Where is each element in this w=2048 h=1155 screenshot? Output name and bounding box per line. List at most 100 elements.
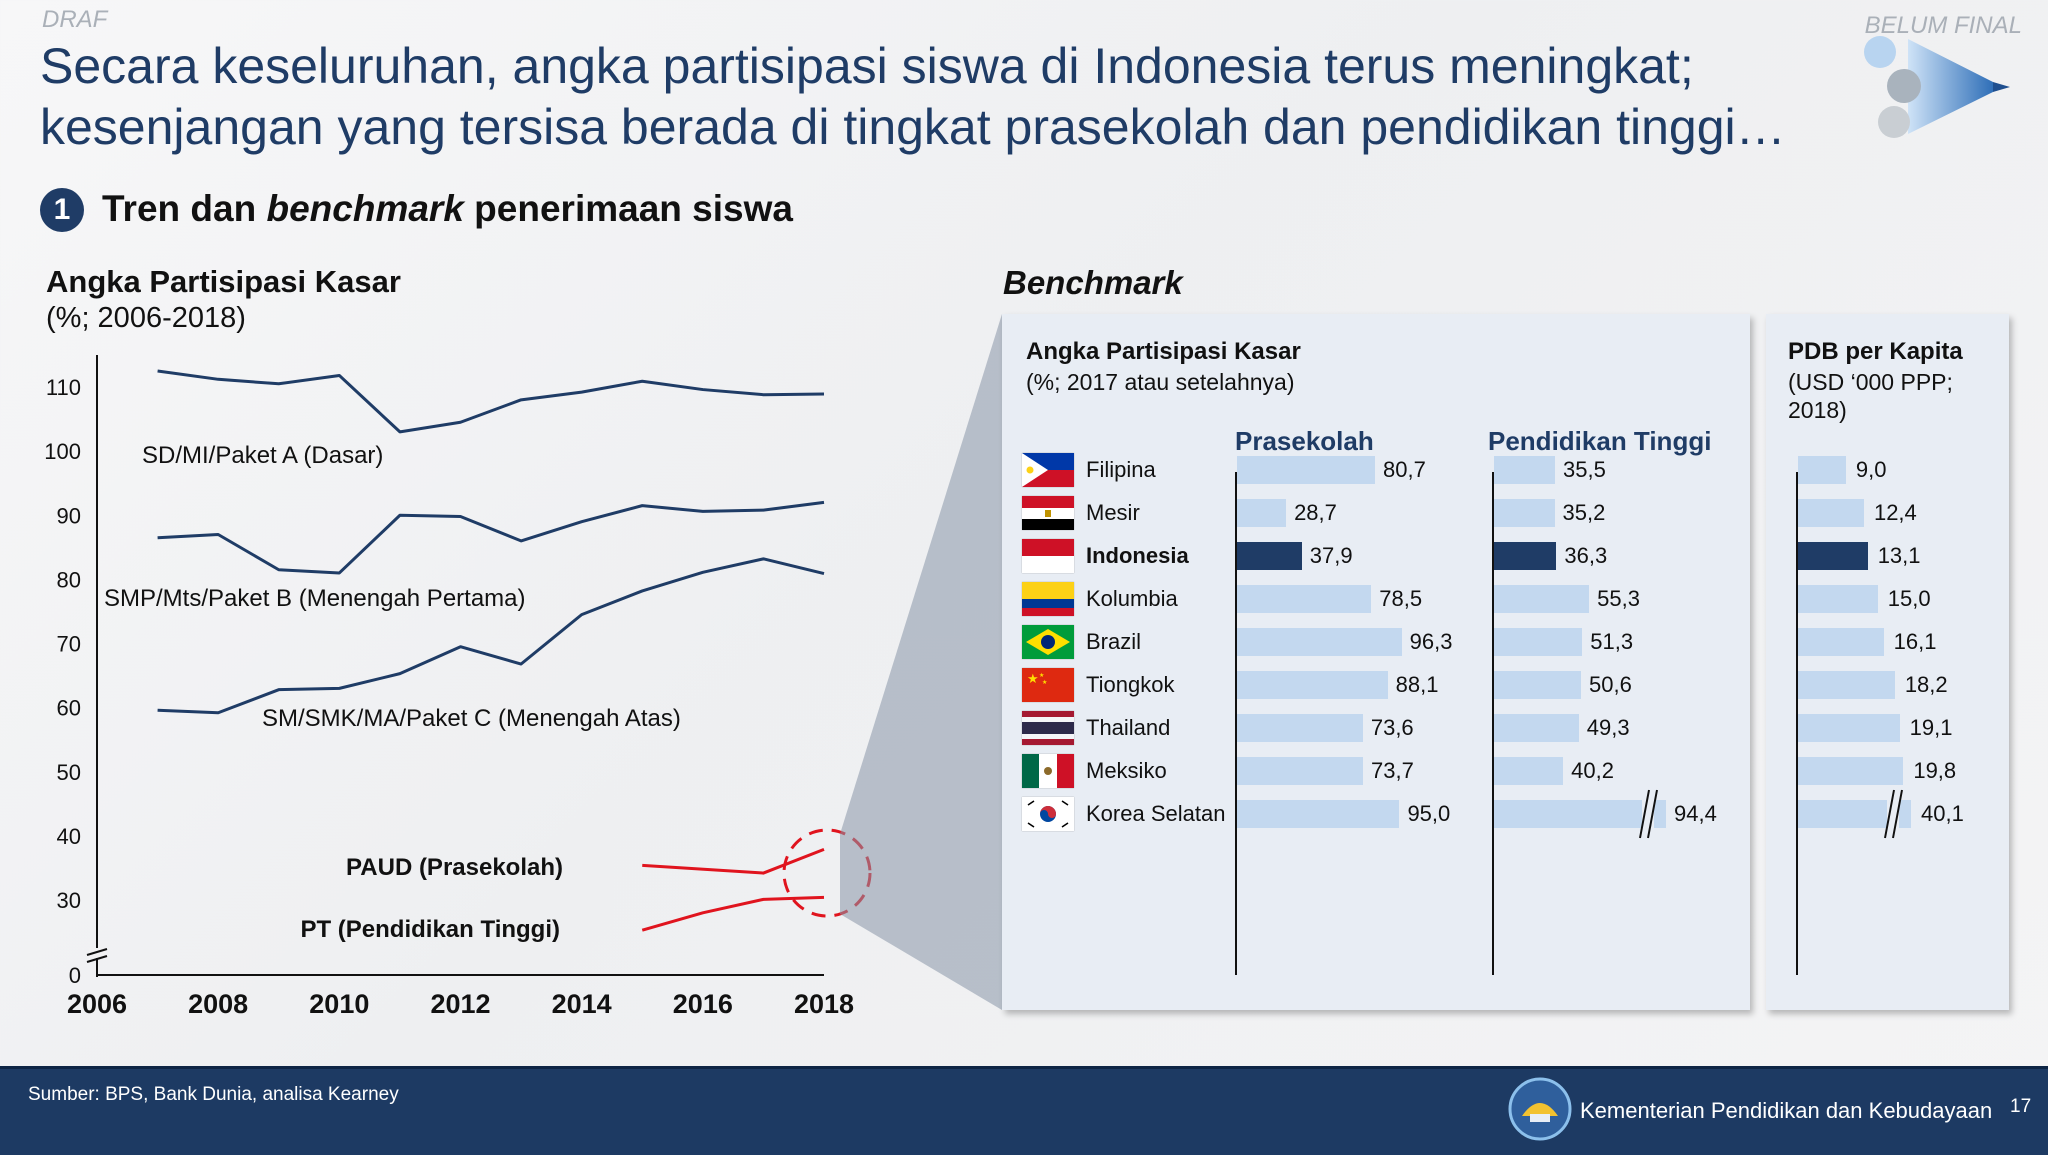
higher-ed-value-label: 35,2: [1562, 500, 1606, 525]
series-line: [641, 895, 825, 932]
axis-break-mark: [86, 955, 108, 963]
higher-ed-bar: [1494, 499, 1555, 527]
china-flag-icon: ★ ★ ★: [1022, 668, 1074, 702]
y-tick-label: 60: [57, 696, 81, 721]
series-label: SD/MI/Paket A (Dasar): [142, 442, 383, 469]
thailand-flag-icon: [1022, 711, 1074, 745]
gdp-value-label: 15,0: [1887, 586, 1931, 611]
axis-break-mark: [86, 948, 108, 956]
section-title-post: penerimaan siswa: [463, 188, 793, 229]
preschool-value-label: 96,3: [1409, 629, 1453, 654]
country-label: Kolumbia: [1086, 586, 1178, 611]
series-label: SM/SMK/MA/Paket C (Menengah Atas): [262, 705, 681, 732]
higher-ed-bar: [1494, 542, 1557, 570]
panel2-subtitle-2: 2018): [1788, 397, 1847, 423]
gdp-bar: [1798, 671, 1895, 699]
higher-ed-bar: [1494, 714, 1579, 742]
col-header-higher-education: Pendidikan Tinggi: [1488, 426, 1712, 456]
y-tick-label: 80: [57, 567, 81, 592]
preschool-bar: [1237, 499, 1287, 527]
preschool-value-label: 95,0: [1407, 801, 1451, 826]
country-label: Indonesia: [1086, 543, 1189, 568]
preschool-value-label: 37,9: [1309, 543, 1353, 568]
series-label: PAUD (Prasekolah): [346, 854, 563, 881]
gdp-bar: [1798, 585, 1878, 613]
gdp-bar: [1798, 714, 1900, 742]
gdp-value-label: 9,0: [1855, 457, 1887, 482]
preschool-bar: [1237, 757, 1364, 785]
gdp-value-label: 12,4: [1873, 500, 1917, 525]
mexico-flag-icon: [1022, 754, 1074, 788]
gdp-bar: [1798, 499, 1864, 527]
panel2-rows: 9,0 12,4 13,1 15,0 16,1 18,2 19,1 19,8 40,1: [1766, 314, 2009, 1010]
gdp-bar: [1798, 456, 1846, 484]
country-label: Thailand: [1086, 715, 1171, 740]
series-label: SMP/Mts/Paket B (Menengah Pertama): [104, 585, 526, 612]
svg-text:★: ★: [1039, 672, 1044, 679]
gdp-axis-line: [1796, 472, 1798, 975]
higher-ed-bar: [1494, 671, 1582, 699]
x-tick-label: 2014: [552, 989, 612, 1019]
series-label: PT (Pendidikan Tinggi): [300, 916, 560, 943]
gdp-value-label: 19,1: [1909, 715, 1953, 740]
page-title: Secara keseluruhan, angka partisipasi si…: [40, 36, 1840, 158]
section-title: Tren dan benchmark penerimaan siswa: [102, 188, 793, 230]
preschool-bar: [1237, 585, 1372, 613]
benchmark-gdp-panel: PDB per Kapita (USD ‘000 PPP; 2018) 9,0 1…: [1766, 314, 2009, 1010]
preschool-value-label: 88,1: [1395, 672, 1439, 697]
series-line: [157, 557, 825, 715]
panel2-subtitle-1: (USD ‘000 PPP;: [1788, 369, 1953, 395]
section-title-italic: benchmark: [266, 188, 464, 229]
preschool-bar: [1237, 714, 1363, 742]
higher-ed-value-label: 36,3: [1564, 543, 1608, 568]
ministry-logo-icon: [1508, 1077, 1572, 1141]
gdp-value-label: 16,1: [1893, 629, 1937, 654]
gdp-bar: [1798, 628, 1884, 656]
preschool-bar: [1237, 542, 1302, 570]
x-tick-label: 2010: [309, 989, 369, 1019]
y-tick-label: 90: [57, 503, 81, 528]
egypt-flag-icon: [1022, 496, 1074, 530]
preschool-axis-line: [1235, 472, 1237, 975]
gdp-value-label: 19,8: [1913, 758, 1957, 783]
y-tick-label: 70: [57, 632, 81, 657]
benchmark-label: Benchmark: [1003, 264, 1183, 301]
y-tick-label: 100: [44, 439, 81, 464]
country-label: Korea Selatan: [1086, 801, 1226, 826]
not-final-label: BELUM FINAL: [1864, 12, 2022, 39]
country-label: Tiongkok: [1086, 672, 1175, 697]
preschool-value-label: 78,5: [1379, 586, 1423, 611]
philippines-flag-icon: [1022, 453, 1074, 487]
page-number: 17: [2010, 1096, 2032, 1117]
colombia-flag-icon: [1022, 582, 1074, 616]
funnel-logo-icon: [1864, 36, 2010, 138]
country-label: Brazil: [1086, 629, 1142, 654]
footer-bar: [0, 1066, 2048, 1155]
preschool-bar: [1237, 800, 1400, 828]
higher-ed-bar: [1494, 628, 1583, 656]
country-label: Meksiko: [1086, 758, 1167, 783]
preschool-bar: [1237, 628, 1402, 656]
x-tick-label: 2012: [430, 989, 490, 1019]
higher-ed-bar: [1494, 757, 1564, 785]
section-title-pre: Tren dan: [102, 188, 267, 229]
benchmark-enrollment-panel: Angka Partisipasi Kasar (%; 2017 atau se…: [1002, 314, 1750, 1010]
line-chart-title: Angka Partisipasi Kasar: [46, 264, 401, 299]
higher-ed-bar: [1494, 456, 1556, 484]
axis-break-mark: [1881, 788, 1907, 840]
draft-label: DRAF: [42, 6, 108, 33]
indonesia-flag-icon: [1022, 539, 1074, 573]
preschool-value-label: 80,7: [1382, 457, 1426, 482]
higher-ed-axis-line: [1492, 472, 1494, 975]
preschool-value-label: 73,6: [1370, 715, 1414, 740]
preschool-bar: [1237, 671, 1388, 699]
col-header-preschool: Prasekolah: [1235, 426, 1374, 456]
x-tick-label: 2008: [188, 989, 248, 1019]
gdp-value-label: 13,1: [1877, 543, 1921, 568]
higher-ed-value-label: 35,5: [1563, 457, 1606, 482]
preschool-bar: [1237, 456, 1375, 484]
gdp-bar: [1798, 757, 1904, 785]
svg-text:★: ★: [1042, 679, 1047, 686]
higher-ed-value-label: 50,6: [1589, 672, 1632, 697]
y-tick-label: 50: [57, 760, 81, 785]
